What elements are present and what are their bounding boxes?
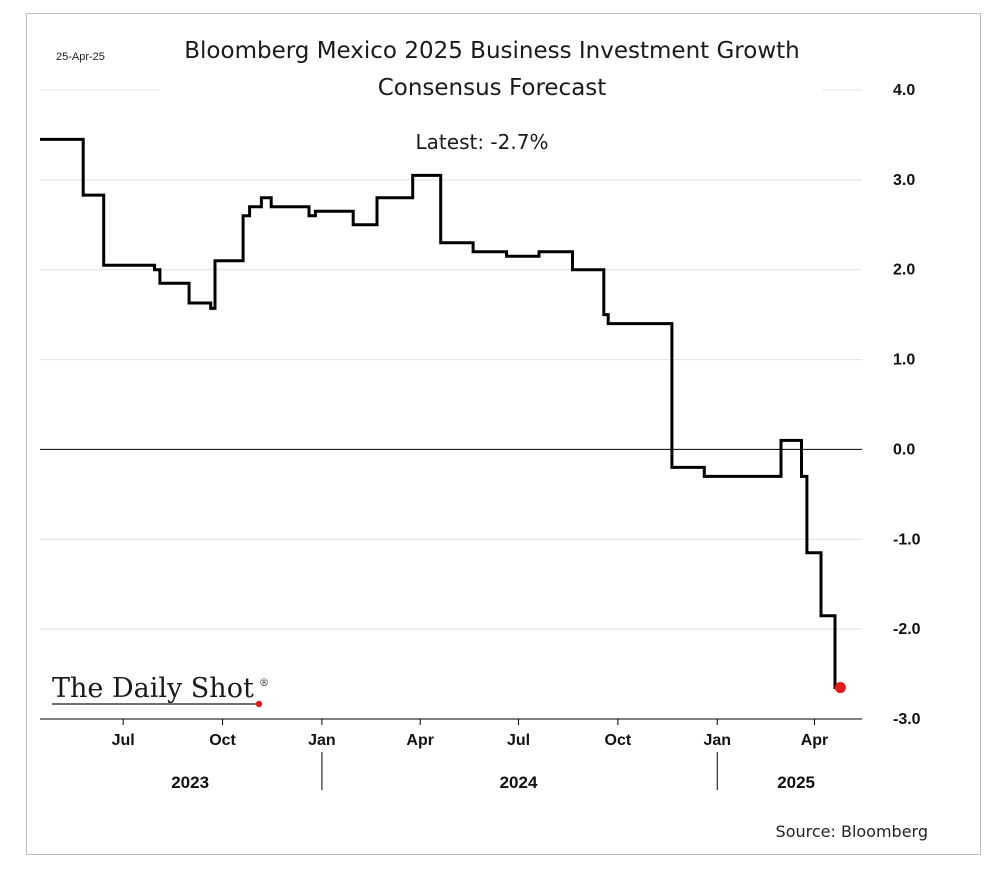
chart-title-line2: Consensus Forecast — [378, 75, 607, 101]
series-layer — [40, 137, 846, 694]
y-tick-label: -3.0 — [893, 711, 921, 728]
source-note: Source: Bloomberg — [776, 822, 928, 841]
year-label: 2023 — [171, 773, 209, 792]
year-label: 2025 — [777, 773, 815, 792]
y-tick-label: 0.0 — [893, 441, 915, 458]
x-tick-label: Jul — [112, 732, 135, 749]
axis-layer: 4.0 3.0 2.0 1.0 0.0 -1.0 -2.0 -3.0 Jul Oct Jan Apr J… — [40, 82, 921, 792]
y-tick-label: 3.0 — [893, 172, 915, 189]
y-tick-label: 2.0 — [893, 262, 915, 279]
chart-frame — [26, 13, 981, 855]
y-tick-label: -1.0 — [893, 531, 921, 548]
forecast-line — [40, 137, 841, 689]
grid-layer — [40, 89, 862, 630]
x-tick-label: Jan — [703, 732, 731, 749]
x-tick-label: Oct — [209, 732, 236, 749]
x-tick-label: Oct — [605, 732, 632, 749]
latest-point-marker — [834, 682, 846, 694]
logo-text: The Daily Shot — [52, 673, 254, 704]
x-tick-label: Apr — [406, 732, 434, 749]
date-stamp: 25-Apr-25 — [56, 51, 105, 63]
x-tick-label: Jan — [308, 732, 336, 749]
latest-value-label: Latest: -2.7% — [416, 130, 549, 154]
y-tick-label: 4.0 — [893, 82, 915, 99]
year-label: 2024 — [500, 773, 538, 792]
daily-shot-logo: The Daily Shot ® — [52, 673, 269, 708]
y-tick-label: 1.0 — [893, 352, 915, 369]
logo-registered-mark: ® — [259, 678, 269, 689]
y-tick-label: -2.0 — [893, 621, 921, 638]
x-tick-label: Jul — [507, 732, 530, 749]
x-tick-label: Apr — [801, 732, 829, 749]
chart-title-line1: Bloomberg Mexico 2025 Business Investmen… — [184, 38, 799, 64]
logo-red-dot — [255, 700, 263, 708]
